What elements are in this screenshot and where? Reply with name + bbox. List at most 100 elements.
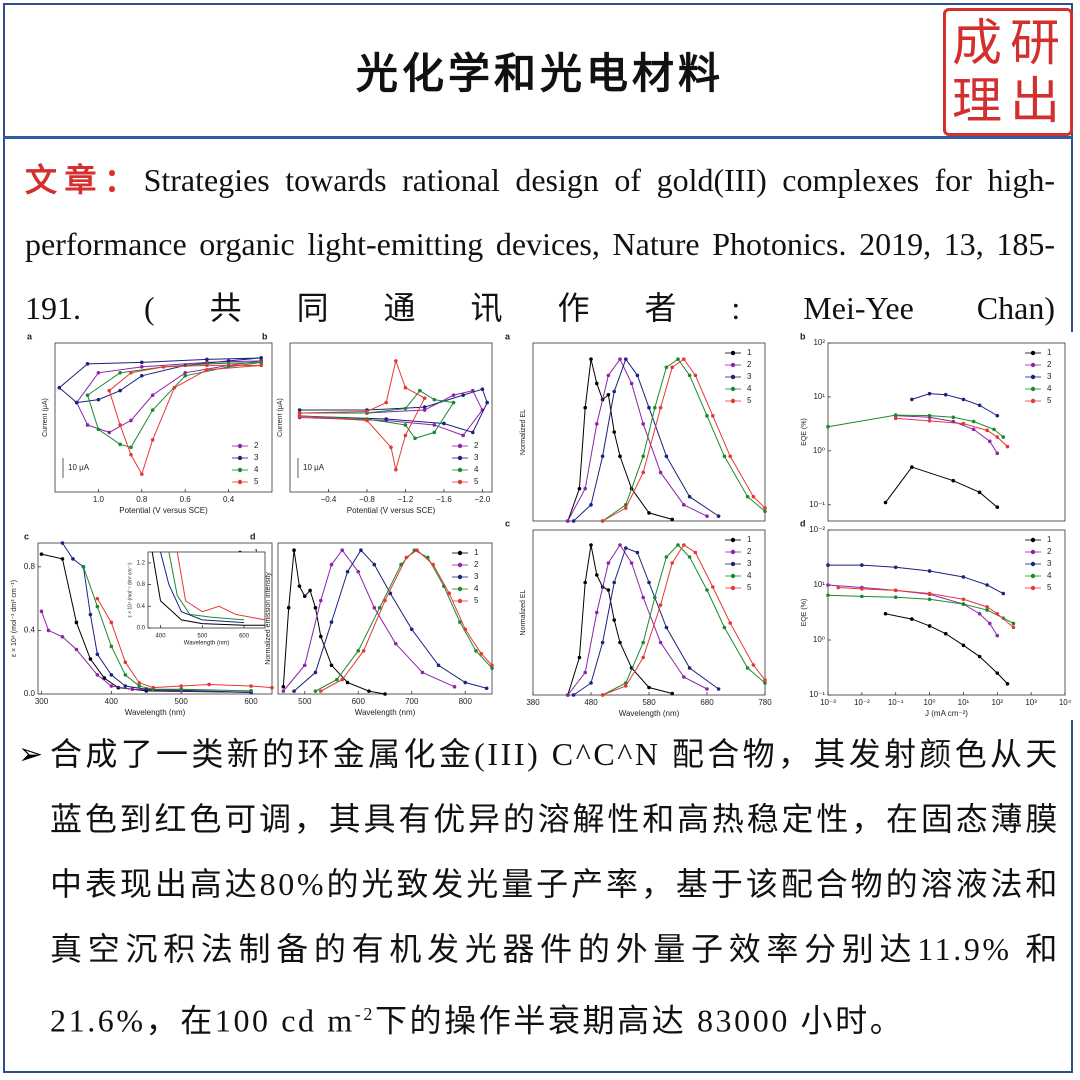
data-point: [340, 548, 345, 552]
data-point: [297, 411, 302, 415]
data-point: [883, 611, 888, 616]
legend-label: 1: [747, 348, 752, 357]
data-point: [74, 647, 79, 652]
legend-marker: [730, 374, 736, 380]
legend-label: 5: [1047, 396, 1052, 405]
data-point: [927, 597, 932, 602]
series-line: [282, 549, 455, 692]
legend-label: 4: [254, 465, 259, 474]
data-point: [647, 405, 651, 410]
legend-marker: [237, 455, 243, 461]
y-tick-label: 0.0: [24, 689, 36, 698]
data-point: [88, 612, 93, 617]
data-point: [297, 584, 302, 588]
data-point: [763, 681, 767, 685]
data-point: [682, 357, 686, 361]
data-point: [893, 588, 898, 593]
data-point: [403, 423, 408, 427]
x-tick-label: 0.8: [136, 495, 148, 504]
data-point: [394, 359, 398, 363]
x-axis-label: Potential (V versus SCE): [347, 506, 436, 515]
x-tick-label: 380: [526, 698, 540, 707]
series-line: [168, 551, 245, 621]
data-point: [658, 405, 663, 410]
legend-label: 2: [474, 560, 479, 569]
data-point: [409, 627, 414, 632]
legend-label: 4: [747, 571, 752, 580]
data-point: [95, 673, 100, 677]
data-point: [85, 393, 90, 397]
data-point: [927, 569, 932, 573]
series-line: [151, 551, 265, 626]
data-point: [95, 604, 100, 609]
data-point: [961, 575, 966, 579]
data-point: [183, 371, 187, 375]
data-point: [432, 423, 437, 427]
data-point: [179, 687, 183, 692]
data-point: [987, 621, 992, 626]
data-point: [484, 686, 489, 691]
data-point: [624, 357, 628, 361]
data-point: [995, 633, 1000, 638]
panel-letter: c: [505, 518, 510, 528]
y-axis-label: ε × 10⁴ (mol⁻¹ dm³ cm⁻¹): [11, 580, 18, 657]
legend-marker: [457, 467, 463, 473]
x-axis-label: J (mA cm⁻²): [925, 709, 968, 718]
series-line: [41, 553, 252, 693]
y-tick-label: 10¹: [813, 580, 825, 589]
data-point: [461, 433, 465, 438]
data-point: [583, 580, 587, 585]
x-tick-label: 10⁰: [924, 698, 936, 707]
data-point: [74, 620, 79, 625]
legend-marker: [730, 573, 736, 579]
data-point: [612, 389, 616, 394]
data-point: [641, 422, 645, 426]
series-line: [838, 587, 1014, 628]
legend-label: 4: [1047, 571, 1052, 580]
data-point: [57, 385, 62, 390]
data-point: [893, 416, 898, 421]
data-point: [751, 494, 756, 499]
data-point: [249, 684, 253, 688]
data-point: [961, 421, 966, 426]
data-point: [961, 643, 966, 648]
data-point: [629, 561, 634, 565]
data-point: [676, 357, 680, 361]
data-point: [641, 595, 645, 600]
header-rule: [3, 136, 1073, 139]
data-point: [359, 548, 363, 552]
data-point: [367, 689, 371, 693]
x-tick-label: 10⁻¹: [888, 698, 904, 707]
data-point: [403, 385, 408, 390]
plot-frame: [147, 551, 266, 629]
data-point: [705, 687, 709, 691]
data-point: [745, 666, 750, 670]
data-point: [474, 649, 478, 653]
data-point: [995, 435, 1000, 439]
data-point: [618, 543, 622, 547]
legend-label: 3: [747, 372, 752, 381]
x-tick-label: −1.6: [436, 495, 452, 504]
data-point: [150, 393, 155, 397]
data-point: [589, 543, 593, 547]
data-point: [88, 657, 93, 661]
data-point: [583, 405, 587, 410]
legend-marker: [1030, 374, 1036, 380]
data-point: [711, 414, 715, 418]
data-point: [461, 393, 465, 397]
x-axis-label: Wavelength (nm): [125, 708, 186, 717]
data-point: [705, 414, 709, 418]
data-point: [389, 445, 393, 450]
data-point: [172, 385, 177, 390]
data-point: [606, 561, 611, 565]
legend-marker: [457, 562, 463, 568]
legend-marker: [457, 550, 463, 556]
data-point: [404, 555, 409, 560]
data-point: [335, 677, 339, 682]
y-axis-label: Current (μA): [277, 398, 284, 437]
data-point: [826, 583, 830, 587]
data-point: [641, 655, 645, 660]
data-point: [618, 357, 622, 361]
data-point: [641, 470, 645, 475]
